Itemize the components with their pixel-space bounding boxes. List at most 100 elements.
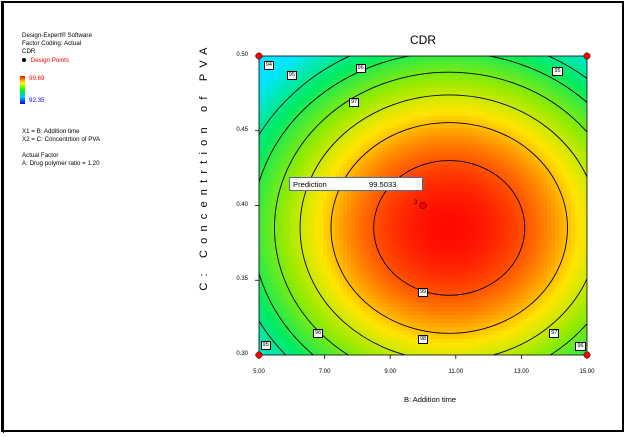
surface-cell bbox=[507, 215, 512, 221]
surface-cell bbox=[423, 115, 428, 121]
surface-cell bbox=[291, 331, 296, 336]
surface-cell bbox=[375, 283, 380, 288]
surface-cell bbox=[487, 207, 492, 213]
surface-cell bbox=[283, 239, 288, 244]
surface-cell bbox=[399, 223, 404, 229]
surface-cell bbox=[427, 195, 432, 201]
surface-cell bbox=[519, 163, 524, 169]
surface-cell bbox=[391, 171, 396, 177]
surface-cell bbox=[283, 211, 288, 217]
surface-cell bbox=[383, 243, 388, 248]
surface-cell bbox=[423, 295, 428, 300]
surface-cell bbox=[431, 139, 436, 145]
surface-cell bbox=[303, 219, 308, 225]
surface-cell bbox=[327, 87, 332, 93]
surface-cell bbox=[359, 195, 364, 201]
surface-cell bbox=[403, 131, 408, 137]
surface-cell bbox=[431, 147, 436, 153]
surface-cell bbox=[363, 235, 368, 240]
surface-cell bbox=[327, 191, 332, 197]
surface-cell bbox=[331, 319, 336, 324]
surface-cell bbox=[259, 263, 264, 268]
surface-cell bbox=[447, 195, 452, 201]
surface-cell bbox=[475, 107, 480, 113]
surface-cell bbox=[479, 59, 484, 65]
surface-cell bbox=[447, 223, 452, 229]
surface-cell bbox=[311, 139, 316, 145]
surface-cell bbox=[423, 75, 428, 81]
surface-cell bbox=[291, 243, 296, 248]
surface-cell bbox=[495, 123, 500, 129]
surface-cell bbox=[491, 119, 496, 125]
surface-cell bbox=[415, 171, 420, 177]
surface-cell bbox=[487, 343, 492, 348]
surface-cell bbox=[259, 87, 264, 93]
surface-cell bbox=[387, 295, 392, 300]
surface-cell bbox=[327, 279, 332, 284]
surface-cell bbox=[367, 107, 372, 113]
surface-cell bbox=[335, 283, 340, 288]
surface-cell bbox=[323, 123, 328, 129]
surface-cell bbox=[507, 203, 512, 209]
surface-cell bbox=[487, 103, 492, 109]
surface-cell bbox=[463, 343, 468, 348]
surface-cell bbox=[387, 251, 392, 256]
surface-cell bbox=[375, 215, 380, 221]
surface-cell bbox=[343, 239, 348, 244]
surface-cell bbox=[259, 183, 264, 189]
surface-cell bbox=[307, 243, 312, 248]
surface-cell bbox=[263, 167, 268, 173]
surface-cell bbox=[471, 175, 476, 181]
surface-cell bbox=[515, 56, 520, 61]
surface-cell bbox=[515, 91, 520, 97]
surface-cell bbox=[375, 347, 380, 352]
surface-cell bbox=[315, 91, 320, 97]
surface-cell bbox=[415, 207, 420, 213]
surface-cell bbox=[391, 71, 396, 77]
surface-cell bbox=[411, 143, 416, 149]
surface-cell bbox=[267, 223, 272, 229]
surface-cell bbox=[439, 235, 444, 240]
surface-cell bbox=[463, 203, 468, 209]
surface-cell bbox=[355, 307, 360, 312]
surface-cell bbox=[507, 211, 512, 217]
surface-cell bbox=[479, 75, 484, 81]
surface-cell bbox=[275, 247, 280, 252]
surface-cell bbox=[287, 195, 292, 201]
surface-cell bbox=[347, 231, 352, 236]
surface-cell bbox=[415, 79, 420, 85]
surface-cell bbox=[295, 319, 300, 324]
surface-cell bbox=[519, 131, 524, 137]
surface-cell bbox=[459, 267, 464, 272]
surface-cell bbox=[407, 155, 412, 161]
surface-cell bbox=[447, 127, 452, 133]
surface-cell bbox=[415, 247, 420, 252]
surface-cell bbox=[511, 279, 516, 284]
surface-cell bbox=[451, 311, 456, 316]
surface-cell bbox=[515, 143, 520, 149]
surface-cell bbox=[391, 351, 396, 355]
surface-cell bbox=[359, 315, 364, 320]
surface-cell bbox=[287, 56, 292, 61]
surface-cell bbox=[467, 295, 472, 300]
surface-cell bbox=[499, 287, 504, 292]
surface-cell bbox=[483, 199, 488, 205]
surface-cell bbox=[327, 91, 332, 97]
surface-cell bbox=[379, 56, 384, 61]
surface-cell bbox=[291, 91, 296, 97]
surface-cell bbox=[479, 347, 484, 352]
surface-cell bbox=[287, 171, 292, 177]
surface-cell bbox=[279, 79, 284, 85]
surface-cell bbox=[503, 259, 508, 264]
surface-cell bbox=[471, 291, 476, 296]
surface-cell bbox=[287, 243, 292, 248]
surface-cell bbox=[287, 159, 292, 165]
surface-cell bbox=[407, 315, 412, 320]
surface-cell bbox=[363, 163, 368, 169]
surface-cell bbox=[339, 71, 344, 77]
surface-cell bbox=[487, 331, 492, 336]
surface-cell bbox=[323, 56, 328, 61]
surface-cell bbox=[511, 211, 516, 217]
surface-cell bbox=[435, 347, 440, 352]
surface-cell bbox=[515, 247, 520, 252]
